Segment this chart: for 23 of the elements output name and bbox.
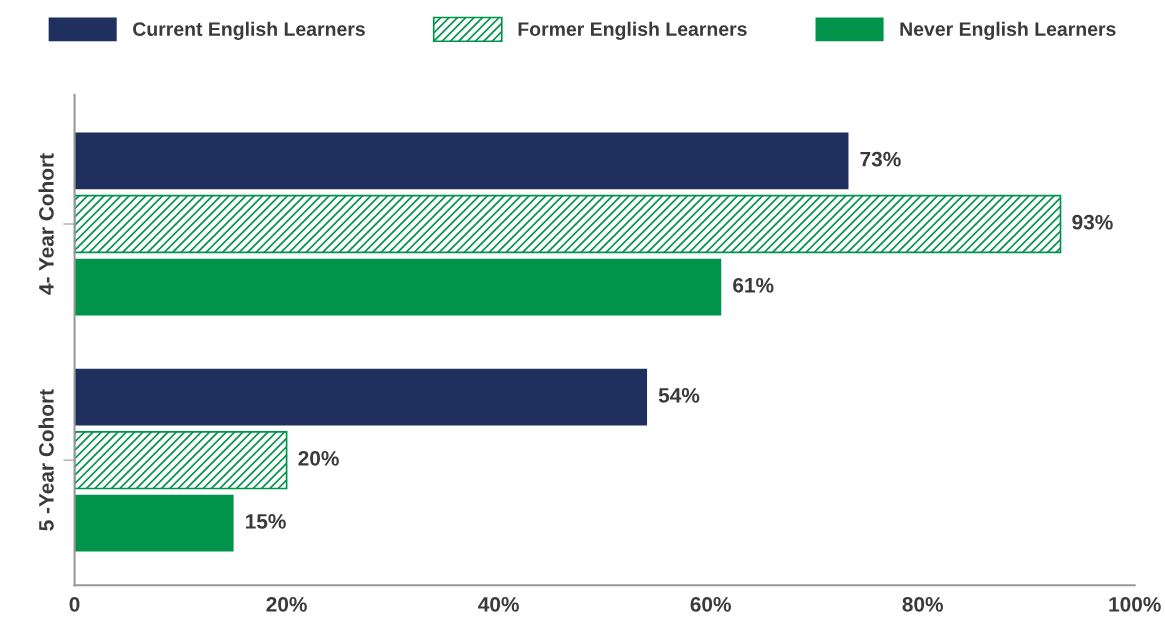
bar bbox=[74, 368, 648, 426]
y-tick-label: 4- Year Cohort bbox=[38, 153, 54, 295]
x-tick-label: 60% bbox=[690, 596, 731, 612]
data-label: 61% bbox=[733, 277, 774, 293]
bar bbox=[74, 494, 234, 552]
data-label: 15% bbox=[246, 514, 286, 529]
x-tick-label: 0 bbox=[69, 596, 80, 612]
bar bbox=[74, 132, 849, 190]
x-tick-label: 20% bbox=[266, 596, 307, 612]
data-label: 54% bbox=[658, 387, 700, 403]
legend-label: Never English Learners bbox=[900, 21, 1116, 40]
data-label: 20% bbox=[298, 450, 339, 466]
legend-label: Former English Learners bbox=[518, 21, 747, 40]
legend-label: Current English Learners bbox=[133, 21, 365, 40]
bar bbox=[74, 194, 1062, 254]
bar bbox=[74, 258, 722, 316]
x-tick-label: 40% bbox=[478, 596, 519, 612]
data-label: 93% bbox=[1072, 214, 1113, 230]
data-label: 73% bbox=[860, 151, 901, 167]
x-tick-label: 80% bbox=[902, 596, 943, 612]
x-tick-label: 100% bbox=[1109, 596, 1161, 612]
bar bbox=[74, 430, 288, 490]
y-tick-label: 5 -Year Cohort bbox=[38, 389, 54, 531]
